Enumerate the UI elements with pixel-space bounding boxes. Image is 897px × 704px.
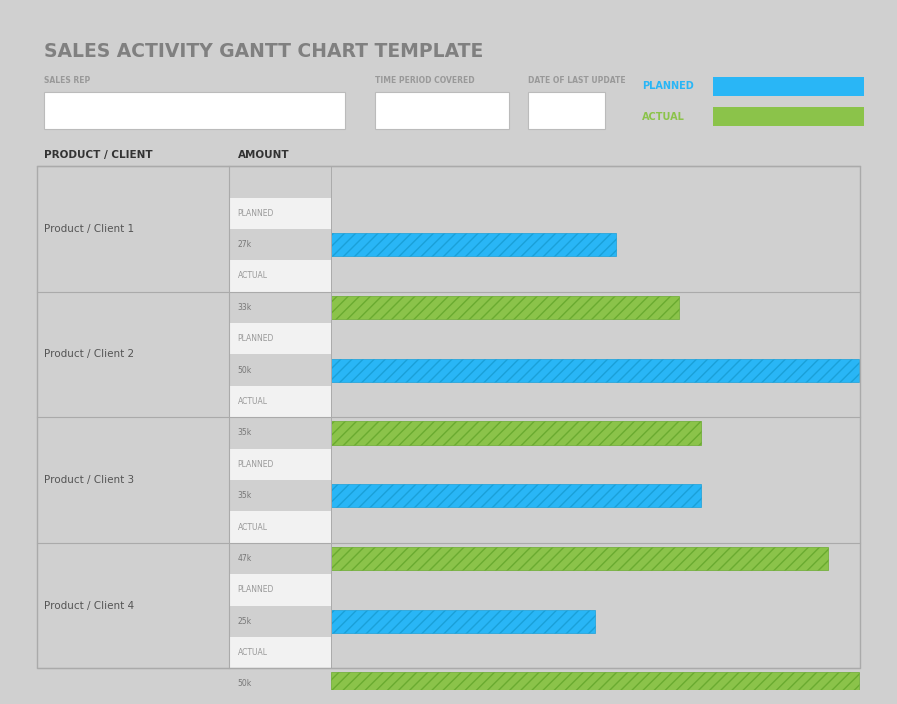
FancyBboxPatch shape xyxy=(330,421,701,444)
Text: SALES ACTIVITY GANTT CHART TEMPLATE: SALES ACTIVITY GANTT CHART TEMPLATE xyxy=(44,42,483,61)
FancyBboxPatch shape xyxy=(375,92,509,129)
Text: 47k: 47k xyxy=(238,554,252,563)
FancyBboxPatch shape xyxy=(229,260,330,291)
FancyBboxPatch shape xyxy=(44,92,345,129)
Text: SALES REP: SALES REP xyxy=(44,76,90,85)
FancyBboxPatch shape xyxy=(330,484,701,508)
FancyBboxPatch shape xyxy=(229,198,330,229)
Text: ACTUAL: ACTUAL xyxy=(238,272,267,280)
Text: Product / Client 4: Product / Client 4 xyxy=(44,601,134,610)
Text: PLANNED: PLANNED xyxy=(238,208,274,218)
Text: PLANNED: PLANNED xyxy=(238,334,274,344)
Text: 50k: 50k xyxy=(238,679,252,689)
FancyBboxPatch shape xyxy=(713,77,864,96)
Text: ACTUAL: ACTUAL xyxy=(238,397,267,406)
Text: PLANNED: PLANNED xyxy=(642,82,694,92)
FancyBboxPatch shape xyxy=(229,511,330,543)
Text: 35k: 35k xyxy=(238,429,252,437)
Text: AMOUNT: AMOUNT xyxy=(238,150,289,160)
Text: Product / Client 2: Product / Client 2 xyxy=(44,349,134,360)
Text: 35k: 35k xyxy=(238,491,252,500)
FancyBboxPatch shape xyxy=(527,92,605,129)
Text: 33k: 33k xyxy=(238,303,252,312)
FancyBboxPatch shape xyxy=(229,386,330,417)
Text: Product / Client 1: Product / Client 1 xyxy=(44,224,134,234)
FancyBboxPatch shape xyxy=(713,107,864,126)
Text: 25k: 25k xyxy=(238,617,252,626)
FancyBboxPatch shape xyxy=(229,637,330,668)
FancyBboxPatch shape xyxy=(330,358,859,382)
Text: ACTUAL: ACTUAL xyxy=(642,112,685,122)
FancyBboxPatch shape xyxy=(229,574,330,605)
FancyBboxPatch shape xyxy=(330,547,828,570)
Text: ACTUAL: ACTUAL xyxy=(238,522,267,532)
Text: PRODUCT / CLIENT: PRODUCT / CLIENT xyxy=(44,150,152,160)
Text: Product / Client 3: Product / Client 3 xyxy=(44,475,134,485)
Text: PLANNED: PLANNED xyxy=(238,585,274,594)
FancyBboxPatch shape xyxy=(330,672,859,696)
FancyBboxPatch shape xyxy=(330,296,680,319)
Text: 27k: 27k xyxy=(238,240,252,249)
Text: PLANNED: PLANNED xyxy=(238,460,274,469)
Text: DATE OF LAST UPDATE: DATE OF LAST UPDATE xyxy=(527,76,625,85)
FancyBboxPatch shape xyxy=(330,610,595,633)
FancyBboxPatch shape xyxy=(330,233,616,256)
FancyBboxPatch shape xyxy=(229,448,330,480)
Text: TIME PERIOD COVERED: TIME PERIOD COVERED xyxy=(375,76,475,85)
FancyBboxPatch shape xyxy=(229,323,330,354)
Text: 50k: 50k xyxy=(238,365,252,375)
Text: ACTUAL: ACTUAL xyxy=(238,648,267,657)
